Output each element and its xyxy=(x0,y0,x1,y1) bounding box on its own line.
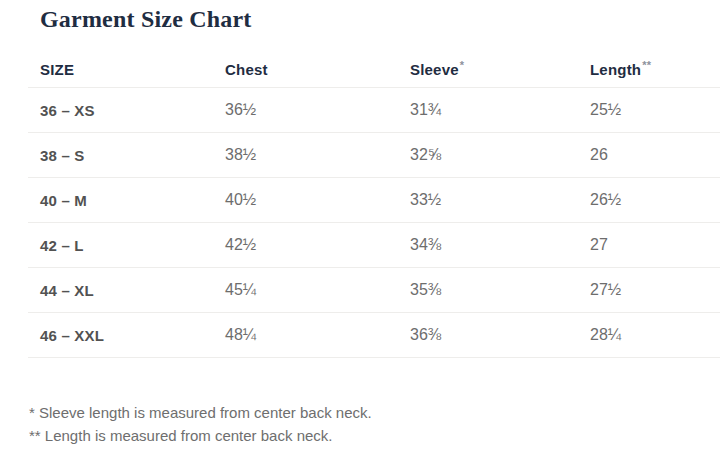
table-row-46-xxl: 46 – XXL 48¼ 36⅜ 28¼ xyxy=(28,313,720,358)
table-row-38-s: 38 – S 38½ 32⅝ 26 xyxy=(28,133,720,178)
table-row-40-m: 40 – M 40½ 33½ 26½ xyxy=(28,178,720,223)
size-chart-page: Garment Size Chart SIZE Chest Sleeve* Le… xyxy=(0,0,720,458)
length-cell: 28¼ xyxy=(590,326,720,344)
size-table: SIZE Chest Sleeve* Length** 36 – XS 36½ … xyxy=(28,36,720,358)
table-row-42-l: 42 – L 42½ 34⅜ 27 xyxy=(28,223,720,268)
column-header-length-label: Length xyxy=(590,61,641,78)
footnote-mark: ** xyxy=(642,59,651,71)
length-cell: 27 xyxy=(590,236,720,254)
length-cell: 25½ xyxy=(590,101,720,119)
size-cell: 38 – S xyxy=(28,147,225,164)
column-header-length: Length** xyxy=(590,59,720,78)
table-header-row: SIZE Chest Sleeve* Length** xyxy=(28,36,720,88)
sleeve-cell: 33½ xyxy=(410,191,590,209)
size-cell: 44 – XL xyxy=(28,282,225,299)
column-header-sleeve-label: Sleeve xyxy=(410,61,459,78)
size-cell: 46 – XXL xyxy=(28,327,225,344)
column-header-chest: Chest xyxy=(225,59,410,78)
table-row-44-xl: 44 – XL 45¼ 35⅜ 27½ xyxy=(28,268,720,313)
length-cell: 26 xyxy=(590,146,720,164)
footnote-sleeve: * Sleeve length is measured from center … xyxy=(29,401,372,424)
sleeve-cell: 32⅝ xyxy=(410,146,590,164)
chest-cell: 36½ xyxy=(225,101,410,119)
size-cell: 36 – XS xyxy=(28,102,225,119)
footnote-length: ** Length is measured from center back n… xyxy=(29,424,372,447)
chest-cell: 42½ xyxy=(225,236,410,254)
sleeve-cell: 35⅜ xyxy=(410,281,590,299)
size-cell: 40 – M xyxy=(28,192,225,209)
chest-cell: 48¼ xyxy=(225,326,410,344)
column-header-size: SIZE xyxy=(28,59,225,78)
sleeve-cell: 36⅜ xyxy=(410,326,590,344)
chest-cell: 40½ xyxy=(225,191,410,209)
page-title: Garment Size Chart xyxy=(40,4,252,34)
footnote-mark: * xyxy=(460,59,464,71)
chest-cell: 45¼ xyxy=(225,281,410,299)
sleeve-cell: 34⅜ xyxy=(410,236,590,254)
column-header-size-label: SIZE xyxy=(40,61,74,78)
sleeve-cell: 31¾ xyxy=(410,101,590,119)
table-row-36-xs: 36 – XS 36½ 31¾ 25½ xyxy=(28,88,720,133)
column-header-sleeve: Sleeve* xyxy=(410,59,590,78)
column-header-chest-label: Chest xyxy=(225,61,268,78)
chest-cell: 38½ xyxy=(225,146,410,164)
size-cell: 42 – L xyxy=(28,237,225,254)
footnotes: * Sleeve length is measured from center … xyxy=(29,401,372,447)
length-cell: 26½ xyxy=(590,191,720,209)
length-cell: 27½ xyxy=(590,281,720,299)
